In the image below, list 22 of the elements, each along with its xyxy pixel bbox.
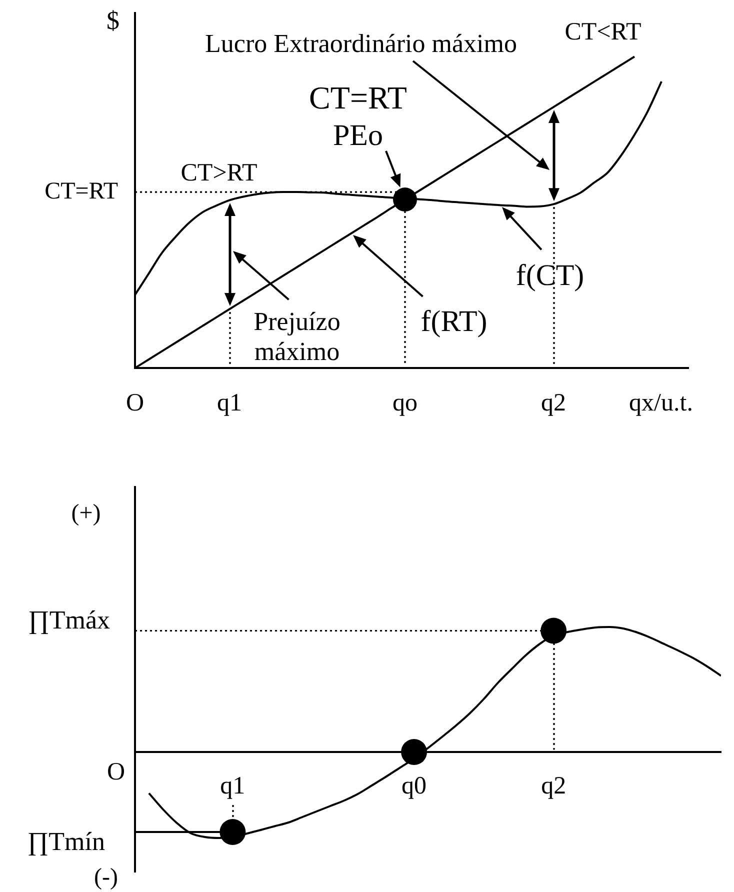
annotation: Prejuízo máximo [254, 306, 340, 366]
annotation: f(CT) [516, 258, 584, 292]
y-axis-title: $ [106, 6, 120, 35]
x-tick-label: qo [392, 390, 418, 417]
x-tick-label: q1 [217, 390, 242, 417]
annotation: CT>RT [180, 160, 258, 187]
annotation: Lucro Extraordinário máximo [205, 28, 517, 58]
text: ∏Tmáx [28, 606, 110, 635]
text: ∏Tmín [27, 826, 105, 856]
text: CT<RT [564, 18, 642, 46]
text: (-) [94, 864, 118, 890]
annotation: f(RT) [420, 304, 488, 338]
x-tick-label: q2 [541, 390, 566, 417]
x-tick-label: q2 [541, 772, 566, 800]
text: (+) [71, 500, 101, 526]
x-tick-label: q0 [402, 772, 427, 800]
annotation: CT=RT [309, 79, 408, 116]
annotation: PEo [332, 118, 384, 152]
x-axis-title: qx/u.t. [629, 390, 693, 417]
x-tick-label: q1 [220, 772, 246, 800]
x-tick-label: O [126, 390, 144, 417]
text: CT=RT [44, 178, 118, 204]
